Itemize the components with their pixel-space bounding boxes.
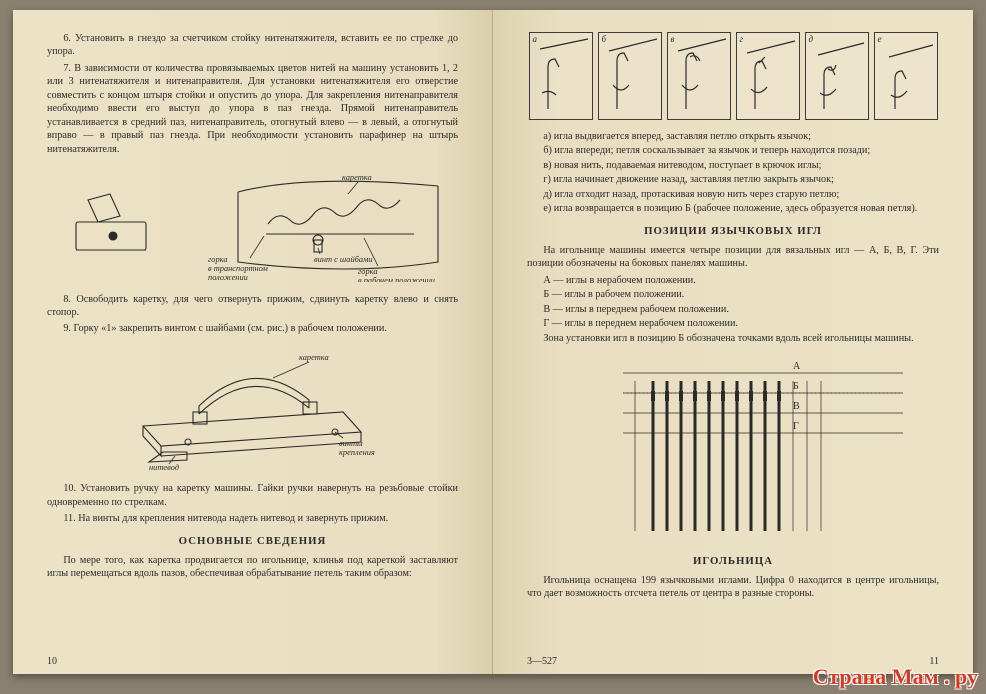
page-number-left: 10 [47, 655, 57, 668]
fig2-label-karetka: каретка [299, 353, 329, 362]
bed-label-g: Г [793, 421, 799, 432]
needle-step-letter: в [671, 34, 675, 46]
bed-label-v: В [793, 401, 800, 412]
list-v: в) новая нить, подаваемая нитеводом, пос… [527, 159, 939, 172]
fig1-label-karetka: каретка [342, 173, 372, 182]
para-8: 8. Освободить каретку, для чего отвернут… [47, 293, 458, 320]
para-osn: По мере того, как каретка продвигается п… [47, 554, 458, 581]
page-left: 6. Установить в гнездо за счетчиком стой… [13, 10, 493, 674]
para-7: 7. В зависимости от количества провязыва… [47, 62, 458, 156]
list-b: б) игла впереди; петля соскальзывает за … [527, 144, 939, 157]
signature-mark: 3—527 [527, 655, 557, 668]
needle-step-a: а [529, 32, 593, 120]
needle-step-g: г [736, 32, 800, 120]
para-6: 6. Установить в гнездо за счетчиком стой… [47, 32, 458, 59]
fig1-label-vint: винт с шайбами [314, 255, 373, 264]
figure-carriage-handle: каретка винтыкрепления нитевод [47, 342, 458, 476]
fig2-label-nitevod: нитевод [149, 463, 179, 472]
needle-step-e: е [874, 32, 938, 120]
section-title-igolnitsa: ИГОЛЬНИЦА [527, 554, 939, 568]
list-d: д) игла отходит назад, протаскивая новую… [527, 188, 939, 201]
watermark: Страна Мам . ру [813, 664, 978, 690]
pos-a: А — иглы в нерабочем положении. [527, 274, 939, 287]
needle-step-letter: е [878, 34, 882, 46]
needle-step-v: в [667, 32, 731, 120]
para-11: 11. На винты для крепления нитевода наде… [47, 512, 458, 525]
needle-sequence-figure: а б в [527, 32, 939, 120]
book-spread: 6. Установить в гнездо за счетчиком стой… [13, 10, 973, 674]
bed-label-a: А [793, 361, 801, 372]
para-10: 10. Установить ручку на каретку машины. … [47, 482, 458, 509]
section-title-positions: ПОЗИЦИИ ЯЗЫЧКОВЫХ ИГЛ [527, 224, 939, 238]
list-g: г) игла начинает движение назад, заставл… [527, 173, 939, 186]
pos-v: В — иглы в переднем рабочем положении. [527, 303, 939, 316]
list-e: е) игла возвращается в позицию Б (рабоче… [527, 202, 939, 215]
figure-carriage-gorka: каретка винт с шайбами горкав транспортн… [47, 162, 458, 286]
pos-intro: На игольнице машины имеется четыре позиц… [527, 244, 939, 271]
list-a: а) игла выдвигается вперед, заставляя пе… [527, 130, 939, 143]
section-title-osnovnye: ОСНОВНЫЕ СВЕДЕНИЯ [47, 534, 458, 548]
page-right: а б в [493, 10, 973, 674]
pos-g: Г — иглы в переднем нерабочем положении. [527, 317, 939, 330]
needle-step-d: д [805, 32, 869, 120]
para-9: 9. Горку «1» закрепить винтом с шайбами … [47, 322, 458, 335]
pos-b: Б — иглы в рабочем положении. [527, 288, 939, 301]
figure-needle-bed: А Б В Г [527, 351, 939, 545]
needle-step-letter: б [602, 34, 607, 46]
needle-step-b: б [598, 32, 662, 120]
para-bed: Игольница оснащена 199 язычковыми иглами… [527, 574, 939, 601]
fig2-label-vinty: винтыкрепления [339, 439, 375, 457]
fig1-label-gorka-rab: горкав рабочем положении [358, 267, 435, 282]
needle-step-letter: а [533, 34, 538, 46]
bed-label-b: Б [793, 381, 799, 392]
needle-step-letter: д [809, 34, 814, 46]
needle-step-letter: г [740, 34, 744, 46]
pos-zone: Зона установки игл в позицию Б обозначен… [527, 332, 939, 345]
